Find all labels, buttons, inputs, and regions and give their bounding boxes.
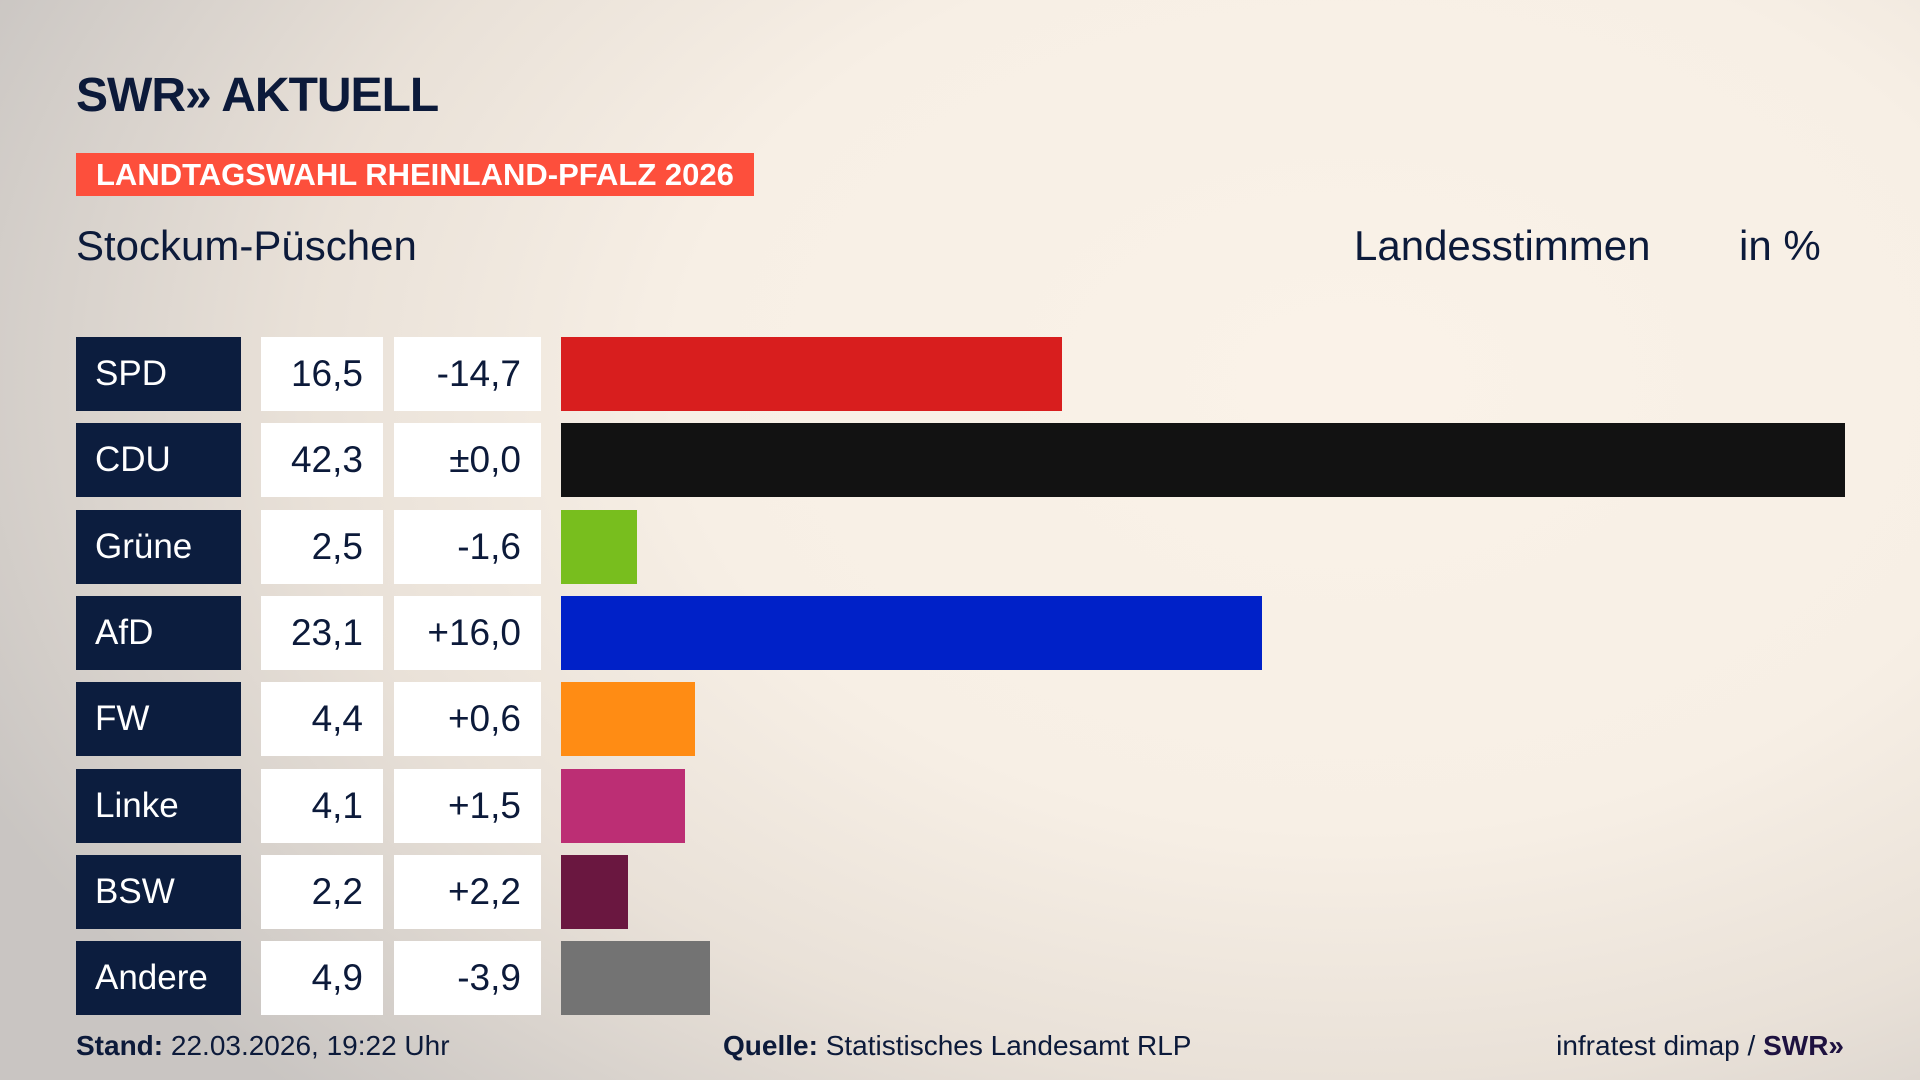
result-row: Grüne 2,5 -1,6	[0, 509, 1920, 584]
bar-grüne	[561, 509, 637, 584]
result-row: CDU 42,3 ±0,0	[0, 423, 1920, 498]
value-label: 2,2	[261, 854, 383, 929]
diff-label: -14,7	[394, 337, 541, 411]
party-label: FW	[76, 682, 241, 757]
measure-label: Landesstimmen	[1354, 222, 1651, 269]
party-label: SPD	[76, 337, 241, 411]
value-label: 42,3	[261, 423, 383, 498]
value-label: 4,9	[261, 941, 383, 1016]
bar-cdu	[561, 423, 1845, 498]
place-title: Stockum-Püschen	[76, 222, 417, 269]
source: Quelle: Statistisches Landesamt RLP	[723, 1030, 1191, 1062]
bar-linke	[561, 768, 686, 843]
result-row: Andere 4,9 -3,9	[0, 941, 1920, 1016]
swr-logo: SWR»	[1763, 1030, 1844, 1061]
party-label: Grüne	[76, 509, 241, 584]
bar-bsw	[561, 854, 628, 929]
party-label: Linke	[76, 768, 241, 843]
diff-label: -3,9	[394, 941, 541, 1016]
credit: infratest dimap / SWR»	[1556, 1030, 1844, 1062]
diff-label: +2,2	[394, 854, 541, 929]
diff-label: +0,6	[394, 682, 541, 757]
result-row: SPD 16,5 -14,7	[0, 337, 1920, 411]
bar-afd	[561, 595, 1263, 670]
swr-aktuell-logo: SWR» AKTUELL	[76, 69, 439, 122]
bar-andere	[561, 941, 710, 1016]
diff-label: ±0,0	[394, 423, 541, 498]
party-label: CDU	[76, 423, 241, 498]
value-label: 2,5	[261, 509, 383, 584]
diff-label: +16,0	[394, 595, 541, 670]
diff-label: +1,5	[394, 768, 541, 843]
value-label: 4,4	[261, 682, 383, 757]
stand-value: 22.03.2026, 19:22 Uhr	[170, 1030, 450, 1061]
value-label: 23,1	[261, 595, 383, 670]
bar-fw	[561, 682, 695, 757]
bar-spd	[561, 337, 1062, 411]
party-label: Andere	[76, 941, 241, 1016]
result-row: Linke 4,1 +1,5	[0, 768, 1920, 843]
stand-label: Stand:	[76, 1030, 164, 1061]
party-label: BSW	[76, 854, 241, 929]
party-label: AfD	[76, 595, 241, 670]
unit-label: in %	[1739, 222, 1821, 269]
election-banner: LANDTAGSWAHL RHEINLAND-PFALZ 2026	[76, 153, 754, 196]
source-label: Quelle:	[723, 1030, 818, 1061]
value-label: 4,1	[261, 768, 383, 843]
credit-text: infratest dimap /	[1556, 1030, 1764, 1061]
result-row: FW 4,4 +0,6	[0, 682, 1920, 757]
value-label: 16,5	[261, 337, 383, 411]
result-row: BSW 2,2 +2,2	[0, 854, 1920, 929]
timestamp: Stand: 22.03.2026, 19:22 Uhr	[76, 1030, 450, 1062]
source-value: Statistisches Landesamt RLP	[825, 1030, 1192, 1061]
result-row: AfD 23,1 +16,0	[0, 595, 1920, 670]
diff-label: -1,6	[394, 509, 541, 584]
